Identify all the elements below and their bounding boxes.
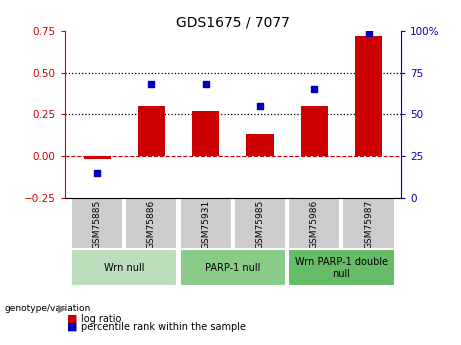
Bar: [180, 249, 286, 286]
Bar: [343, 198, 395, 249]
Bar: [71, 249, 177, 286]
Bar: [355, 36, 382, 156]
Point: [202, 81, 209, 87]
Point: [94, 170, 101, 175]
Point: [148, 81, 155, 87]
Text: Wrn PARP-1 double
null: Wrn PARP-1 double null: [295, 257, 388, 279]
Point: [311, 87, 318, 92]
Text: log ratio: log ratio: [81, 314, 121, 324]
Text: ■: ■: [67, 314, 77, 324]
Text: Wrn null: Wrn null: [104, 263, 144, 273]
Bar: [125, 198, 177, 249]
Title: GDS1675 / 7077: GDS1675 / 7077: [176, 16, 290, 30]
Text: GSM75886: GSM75886: [147, 200, 156, 249]
Bar: [180, 198, 232, 249]
Bar: [234, 198, 286, 249]
Bar: [71, 198, 123, 249]
Text: GSM75931: GSM75931: [201, 200, 210, 249]
Text: genotype/variation: genotype/variation: [5, 304, 91, 313]
Text: GSM75985: GSM75985: [255, 200, 265, 249]
Bar: [246, 134, 273, 156]
Text: ▶: ▶: [58, 304, 66, 314]
Bar: [301, 106, 328, 156]
Text: GSM75987: GSM75987: [364, 200, 373, 249]
Bar: [83, 156, 111, 159]
Text: GSM75986: GSM75986: [310, 200, 319, 249]
Bar: [288, 249, 395, 286]
Text: percentile rank within the sample: percentile rank within the sample: [81, 322, 246, 332]
Bar: [138, 106, 165, 156]
Point: [256, 103, 264, 109]
Text: ■: ■: [67, 322, 77, 332]
Text: PARP-1 null: PARP-1 null: [205, 263, 260, 273]
Bar: [192, 111, 219, 156]
Text: GSM75885: GSM75885: [93, 200, 101, 249]
Point: [365, 30, 372, 36]
Bar: [288, 198, 340, 249]
